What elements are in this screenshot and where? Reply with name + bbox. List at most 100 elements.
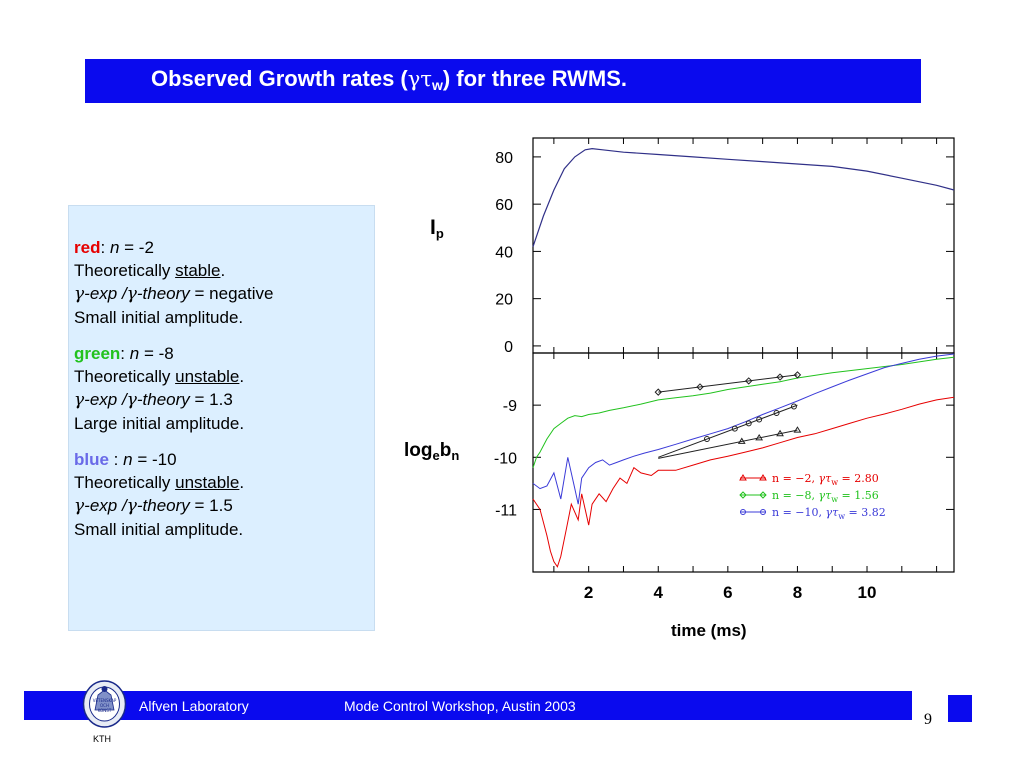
amplitude-text: Small initial amplitude. xyxy=(74,520,244,539)
title-tau-subscript: w xyxy=(431,77,443,93)
logb-log: log xyxy=(404,440,433,461)
footer-workshop: Mode Control Workshop, Austin 2003 xyxy=(344,698,576,714)
theory-end: . xyxy=(239,367,245,386)
mode-block-green: green: n = -8 Theoretically unstable. γ-… xyxy=(74,342,374,435)
fit-marker xyxy=(696,383,704,391)
title-prefix: Observed Growth rates ( xyxy=(151,66,408,91)
n-value: = -2 xyxy=(119,238,154,257)
separator: : xyxy=(100,238,106,257)
legend-entry-text: n = −10, γτw = 3.82 xyxy=(772,506,886,521)
fit-marker xyxy=(776,429,784,437)
logb-series-line-1 xyxy=(532,356,955,468)
logb-b: b xyxy=(439,440,452,461)
ip-axis-label: Ip xyxy=(430,216,444,241)
ip-sub: p xyxy=(435,226,444,241)
gamma-theory-label: -theory xyxy=(136,496,190,515)
theory-end: . xyxy=(220,261,226,280)
logb-y-tick-label: -11 xyxy=(495,502,517,519)
svg-text:OCH: OCH xyxy=(100,703,109,708)
x-tick-label: 4 xyxy=(654,583,664,602)
gamma-symbol: γ xyxy=(126,496,137,516)
gamma-symbol: γ xyxy=(126,390,137,410)
legend-marker xyxy=(739,491,747,499)
fit-marker xyxy=(756,416,763,423)
legend-entry-text: n = −8, γτw = 1.56 xyxy=(772,489,879,504)
fit-marker xyxy=(745,420,752,427)
mode-block-red: red: n = -2 Theoretically stable. γ-exp … xyxy=(74,236,374,329)
x-tick-label: 10 xyxy=(858,583,877,602)
theory-end: . xyxy=(239,473,245,492)
logb-axis-label: logebn xyxy=(404,440,459,463)
gamma-exp-label: -exp / xyxy=(84,390,127,409)
mode-block-blue: blue : n = -10 Theoretically unstable. γ… xyxy=(74,448,374,541)
legend-marker xyxy=(740,509,746,515)
kth-label: KTH xyxy=(93,734,111,744)
fit-marker xyxy=(793,371,802,379)
fit-marker xyxy=(731,425,738,432)
footer-bar: Alfven Laboratory Mode Control Workshop,… xyxy=(24,691,912,720)
gamma-exp-label: -exp / xyxy=(84,284,127,303)
ip-plot-frame xyxy=(532,137,955,354)
ip-series-line xyxy=(532,147,955,247)
theory-word: unstable xyxy=(175,367,240,386)
logb-y-tick-label: -10 xyxy=(494,450,517,467)
kth-seal-logo: VETENSKAP OCH KONST xyxy=(82,680,127,728)
page-number: 9 xyxy=(924,711,932,728)
gamma-symbol: γ xyxy=(74,496,85,516)
ratio-value: = 1.3 xyxy=(189,390,233,409)
theory-word: stable xyxy=(175,261,221,280)
svg-text:VETENSKAP: VETENSKAP xyxy=(93,698,117,703)
logb-plot-frame xyxy=(532,352,955,573)
mode-color-name: green xyxy=(74,344,121,363)
legend-marker xyxy=(759,491,767,499)
n-value: = -8 xyxy=(139,344,174,363)
gamma-symbol: γ xyxy=(126,284,137,304)
fit-line-1 xyxy=(658,374,798,393)
corner-square-decoration xyxy=(948,695,972,722)
logb-series-line-2 xyxy=(532,353,955,505)
ratio-value: = 1.5 xyxy=(189,496,233,515)
ratio-value: = negative xyxy=(189,284,274,303)
separator: : xyxy=(120,344,126,363)
fit-marker xyxy=(776,373,784,381)
gamma-theory-label: -theory xyxy=(136,284,190,303)
gamma-exp-label: -exp / xyxy=(84,496,127,515)
fit-line-2 xyxy=(658,404,798,458)
fit-marker xyxy=(703,436,710,443)
legend-entry-text: n = −2, γτw = 2.80 xyxy=(772,472,879,487)
legend-marker xyxy=(739,474,747,481)
mode-color-name: red xyxy=(74,238,101,257)
n-label: n xyxy=(109,238,120,257)
separator: : xyxy=(108,450,119,469)
theory-prefix: Theoretically xyxy=(74,261,176,280)
x-tick-label: 6 xyxy=(723,583,732,602)
amplitude-text: Small initial amplitude. xyxy=(74,308,244,327)
ip-y-tick-label: 40 xyxy=(495,244,513,261)
ip-y-tick-label: 0 xyxy=(504,339,513,356)
svg-text:KONST: KONST xyxy=(98,708,112,713)
ip-main: I xyxy=(430,216,436,239)
x-tick-label: 8 xyxy=(793,583,802,602)
n-label: n xyxy=(129,344,140,363)
mode-color-name: blue xyxy=(74,450,109,469)
title-gamma-symbol: γ xyxy=(407,67,421,91)
title-tau-symbol: τ xyxy=(420,67,432,91)
ip-y-tick-label: 80 xyxy=(495,150,513,167)
logb-n: n xyxy=(451,448,460,463)
fit-marker xyxy=(790,403,797,410)
title-suffix: ) for three RWMS. xyxy=(442,66,627,91)
theory-word: unstable xyxy=(175,473,240,492)
gamma-symbol: γ xyxy=(74,390,85,410)
mode-description-box: red: n = -2 Theoretically stable. γ-exp … xyxy=(68,205,375,631)
n-label: n xyxy=(123,450,133,469)
slide-title: Observed Growth rates (γτw) for three RW… xyxy=(85,59,921,103)
fit-marker xyxy=(755,433,764,441)
fit-marker xyxy=(793,426,802,433)
gamma-theory-label: -theory xyxy=(136,390,190,409)
logb-y-tick-label: -9 xyxy=(503,398,517,415)
x-tick-label: 2 xyxy=(584,583,593,602)
footer-lab-name: Alfven Laboratory xyxy=(139,698,249,714)
ip-y-tick-label: 60 xyxy=(495,197,513,214)
legend-marker xyxy=(759,474,767,481)
fit-line-0 xyxy=(658,429,798,459)
